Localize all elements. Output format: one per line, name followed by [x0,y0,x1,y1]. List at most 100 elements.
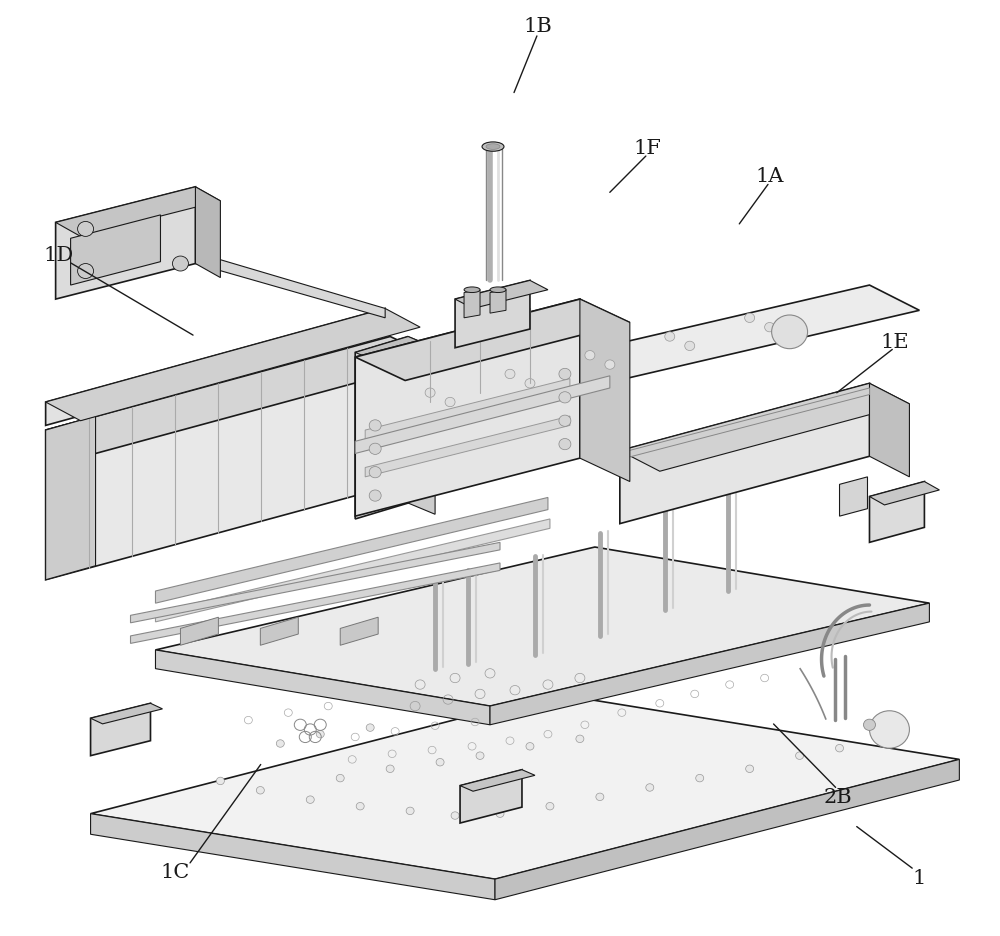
Circle shape [745,314,755,323]
Ellipse shape [464,287,480,293]
Polygon shape [869,482,924,543]
Polygon shape [408,337,435,515]
Circle shape [406,807,414,814]
Circle shape [836,745,844,753]
Circle shape [875,736,883,743]
Polygon shape [46,337,440,454]
Circle shape [436,759,444,767]
Ellipse shape [482,143,504,153]
Ellipse shape [486,145,500,151]
Circle shape [585,351,595,360]
Polygon shape [131,563,500,644]
Circle shape [216,778,224,784]
Circle shape [366,724,374,732]
Text: 1A: 1A [755,167,784,186]
Circle shape [869,711,909,749]
Text: 1D: 1D [43,245,74,264]
Polygon shape [355,337,435,364]
Text: 1F: 1F [634,139,662,158]
Circle shape [696,775,704,782]
Polygon shape [464,290,480,318]
Polygon shape [365,417,570,477]
Polygon shape [460,770,522,823]
Circle shape [276,740,284,748]
Circle shape [451,812,459,819]
Circle shape [386,766,394,773]
Circle shape [476,753,484,760]
Polygon shape [495,760,959,899]
Circle shape [765,323,775,332]
Text: 1C: 1C [161,862,190,881]
Polygon shape [71,215,160,285]
Polygon shape [618,388,869,461]
Circle shape [369,490,381,502]
Polygon shape [620,384,909,472]
Polygon shape [195,187,220,278]
Polygon shape [155,548,929,707]
Polygon shape [91,813,495,899]
Circle shape [316,731,324,739]
Circle shape [546,802,554,810]
Circle shape [559,439,571,450]
Circle shape [576,736,584,743]
Circle shape [256,786,264,794]
Polygon shape [56,187,220,237]
Polygon shape [91,695,959,879]
Circle shape [596,793,604,800]
Circle shape [796,753,804,760]
Polygon shape [455,281,530,348]
Circle shape [646,783,654,791]
Circle shape [525,379,535,388]
Polygon shape [620,384,869,524]
Circle shape [559,369,571,380]
Circle shape [172,256,188,271]
Polygon shape [46,417,96,580]
Circle shape [369,444,381,455]
Polygon shape [46,337,390,580]
Ellipse shape [490,287,506,293]
Polygon shape [355,300,580,517]
Text: 1: 1 [913,868,926,886]
Polygon shape [580,300,630,482]
Circle shape [78,264,94,279]
Polygon shape [340,618,378,646]
Circle shape [306,796,314,803]
Polygon shape [46,309,385,426]
Circle shape [496,810,504,817]
Polygon shape [490,290,506,314]
Polygon shape [155,498,548,604]
Text: 2B: 2B [823,787,852,807]
Circle shape [559,416,571,427]
Circle shape [369,467,381,478]
Polygon shape [195,253,385,318]
Circle shape [863,720,875,731]
Polygon shape [155,519,550,622]
Polygon shape [260,618,298,646]
Circle shape [685,342,695,351]
Polygon shape [46,309,420,421]
Circle shape [445,398,455,407]
Polygon shape [91,704,150,756]
Circle shape [559,392,571,403]
Circle shape [425,388,435,398]
Polygon shape [355,300,630,381]
Circle shape [78,222,94,237]
Polygon shape [840,477,867,517]
Polygon shape [455,281,548,309]
Circle shape [526,743,534,751]
Polygon shape [131,543,500,623]
Polygon shape [355,337,408,519]
Polygon shape [460,770,535,791]
Polygon shape [180,618,218,646]
Circle shape [746,766,754,773]
Polygon shape [869,482,939,505]
Polygon shape [358,285,919,430]
Circle shape [505,370,515,379]
Polygon shape [56,187,195,300]
Text: 1E: 1E [880,332,909,351]
Circle shape [369,420,381,431]
Circle shape [605,360,615,370]
Polygon shape [155,651,490,725]
Polygon shape [355,376,610,454]
Circle shape [772,315,808,349]
